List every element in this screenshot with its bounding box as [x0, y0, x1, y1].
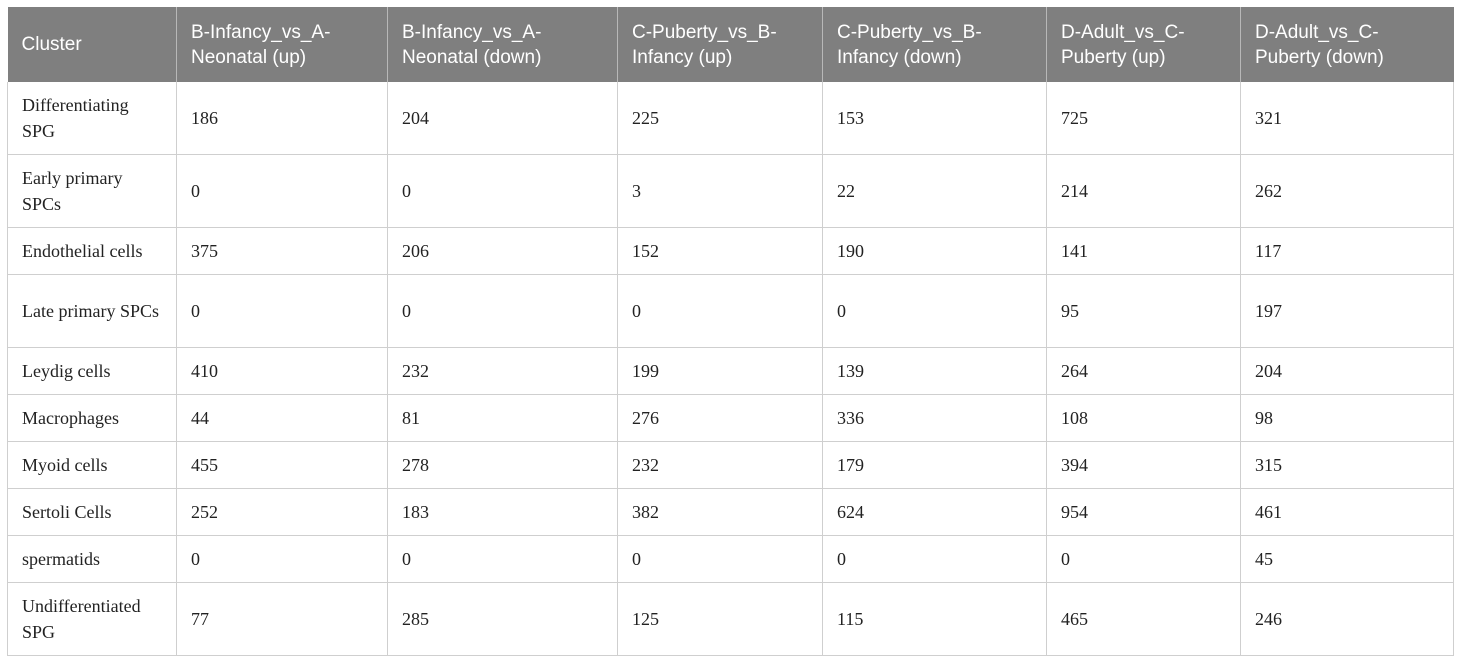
- table-row: Leydig cells 410 232 199 139 264 204: [7, 347, 1454, 395]
- value-cell: 77: [176, 582, 388, 656]
- header-cell: B-Infancy_vs_A-Neonatal (up): [176, 7, 388, 82]
- table-body: Differentiating SPG 186 204 225 153 725 …: [7, 82, 1454, 656]
- value-cell: 153: [822, 82, 1047, 155]
- value-cell: 98: [1240, 394, 1454, 442]
- value-cell: 278: [387, 441, 618, 489]
- value-cell: 336: [822, 394, 1047, 442]
- value-cell: 0: [387, 274, 618, 348]
- value-cell: 0: [617, 274, 823, 348]
- value-cell: 204: [387, 82, 618, 155]
- data-table-container: Cluster B-Infancy_vs_A-Neonatal (up) B-I…: [7, 7, 1454, 656]
- value-cell: 285: [387, 582, 618, 656]
- value-cell: 22: [822, 154, 1047, 228]
- value-cell: 246: [1240, 582, 1454, 656]
- value-cell: 206: [387, 227, 618, 275]
- cluster-cell: Myoid cells: [7, 441, 177, 489]
- cluster-cell: Early primary SPCs: [7, 154, 177, 228]
- value-cell: 108: [1046, 394, 1241, 442]
- header-cell: C-Puberty_vs_B-Infancy (down): [822, 7, 1047, 82]
- header-row: Cluster B-Infancy_vs_A-Neonatal (up) B-I…: [7, 7, 1454, 82]
- deg-count-table: Cluster B-Infancy_vs_A-Neonatal (up) B-I…: [7, 7, 1454, 656]
- value-cell: 115: [822, 582, 1047, 656]
- value-cell: 117: [1240, 227, 1454, 275]
- value-cell: 45: [1240, 535, 1454, 583]
- value-cell: 624: [822, 488, 1047, 536]
- value-cell: 315: [1240, 441, 1454, 489]
- value-cell: 179: [822, 441, 1047, 489]
- value-cell: 0: [387, 154, 618, 228]
- value-cell: 139: [822, 347, 1047, 395]
- value-cell: 232: [617, 441, 823, 489]
- value-cell: 186: [176, 82, 388, 155]
- value-cell: 465: [1046, 582, 1241, 656]
- value-cell: 44: [176, 394, 388, 442]
- value-cell: 152: [617, 227, 823, 275]
- value-cell: 199: [617, 347, 823, 395]
- cluster-cell: Leydig cells: [7, 347, 177, 395]
- value-cell: 461: [1240, 488, 1454, 536]
- value-cell: 276: [617, 394, 823, 442]
- value-cell: 95: [1046, 274, 1241, 348]
- header-cell: D-Adult_vs_C-Puberty (up): [1046, 7, 1241, 82]
- header-cell: Cluster: [7, 7, 177, 82]
- value-cell: 725: [1046, 82, 1241, 155]
- table-row: Early primary SPCs 0 0 3 22 214 262: [7, 154, 1454, 228]
- value-cell: 190: [822, 227, 1047, 275]
- cluster-cell: Undifferentiated SPG: [7, 582, 177, 656]
- table-row: Undifferentiated SPG 77 285 125 115 465 …: [7, 582, 1454, 656]
- cluster-cell: Late primary SPCs: [7, 274, 177, 348]
- value-cell: 0: [1046, 535, 1241, 583]
- value-cell: 232: [387, 347, 618, 395]
- value-cell: 0: [822, 535, 1047, 583]
- table-row: spermatids 0 0 0 0 0 45: [7, 535, 1454, 583]
- value-cell: 455: [176, 441, 388, 489]
- value-cell: 252: [176, 488, 388, 536]
- value-cell: 0: [176, 535, 388, 583]
- value-cell: 197: [1240, 274, 1454, 348]
- value-cell: 225: [617, 82, 823, 155]
- value-cell: 204: [1240, 347, 1454, 395]
- value-cell: 0: [822, 274, 1047, 348]
- value-cell: 0: [617, 535, 823, 583]
- header-cell: D-Adult_vs_C-Puberty (down): [1240, 7, 1454, 82]
- cluster-cell: Sertoli Cells: [7, 488, 177, 536]
- header-cell: C-Puberty_vs_B-Infancy (up): [617, 7, 823, 82]
- value-cell: 382: [617, 488, 823, 536]
- table-row: Differentiating SPG 186 204 225 153 725 …: [7, 82, 1454, 155]
- value-cell: 262: [1240, 154, 1454, 228]
- header-cell: B-Infancy_vs_A-Neonatal (down): [387, 7, 618, 82]
- value-cell: 183: [387, 488, 618, 536]
- value-cell: 410: [176, 347, 388, 395]
- cluster-cell: Differentiating SPG: [7, 82, 177, 155]
- value-cell: 0: [176, 274, 388, 348]
- table-row: Sertoli Cells 252 183 382 624 954 461: [7, 488, 1454, 536]
- table-row: Myoid cells 455 278 232 179 394 315: [7, 441, 1454, 489]
- value-cell: 214: [1046, 154, 1241, 228]
- cluster-cell: Endothelial cells: [7, 227, 177, 275]
- value-cell: 125: [617, 582, 823, 656]
- value-cell: 0: [387, 535, 618, 583]
- cluster-cell: Macrophages: [7, 394, 177, 442]
- table-row: Late primary SPCs 0 0 0 0 95 197: [7, 274, 1454, 348]
- table-row: Macrophages 44 81 276 336 108 98: [7, 394, 1454, 442]
- value-cell: 0: [176, 154, 388, 228]
- value-cell: 264: [1046, 347, 1241, 395]
- cluster-cell: spermatids: [7, 535, 177, 583]
- table-header: Cluster B-Infancy_vs_A-Neonatal (up) B-I…: [7, 7, 1454, 82]
- value-cell: 394: [1046, 441, 1241, 489]
- value-cell: 81: [387, 394, 618, 442]
- value-cell: 321: [1240, 82, 1454, 155]
- table-row: Endothelial cells 375 206 152 190 141 11…: [7, 227, 1454, 275]
- value-cell: 375: [176, 227, 388, 275]
- value-cell: 954: [1046, 488, 1241, 536]
- value-cell: 3: [617, 154, 823, 228]
- value-cell: 141: [1046, 227, 1241, 275]
